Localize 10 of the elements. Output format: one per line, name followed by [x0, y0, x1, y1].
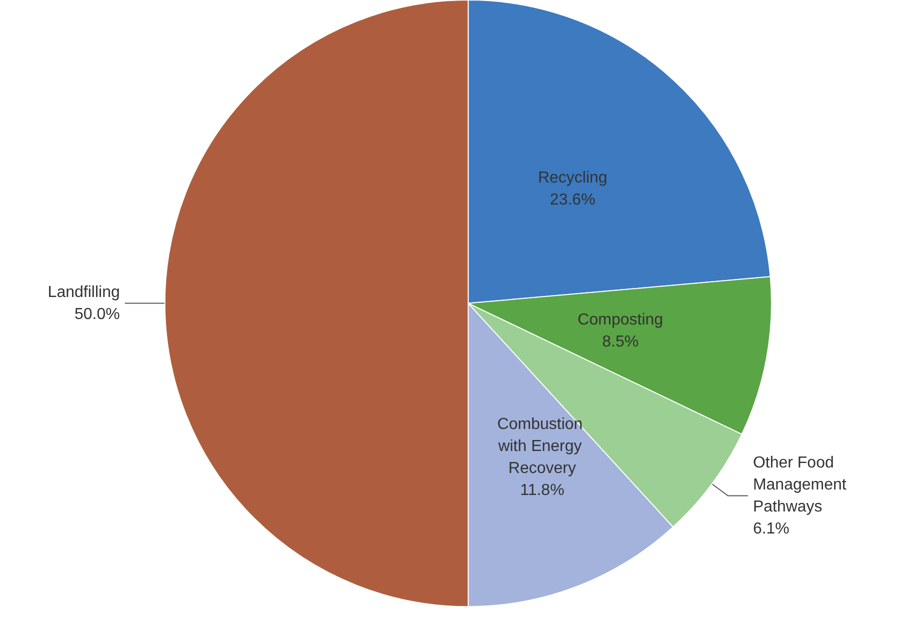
data-label: 23.6% — [550, 192, 596, 209]
slice-label: Combustion with Energy Recovery — [497, 416, 588, 477]
data-label: 11.8% — [520, 482, 564, 499]
slice-label: Other Food Management Pathways — [752, 454, 851, 516]
slice-label: Recycling — [538, 170, 608, 187]
slice-label: Landfilling — [48, 284, 120, 301]
data-label: 6.1% — [752, 520, 790, 538]
data-label: 8.5% — [602, 333, 639, 350]
data-label: 50.0% — [74, 306, 120, 323]
slice-label: Composting — [578, 311, 664, 328]
